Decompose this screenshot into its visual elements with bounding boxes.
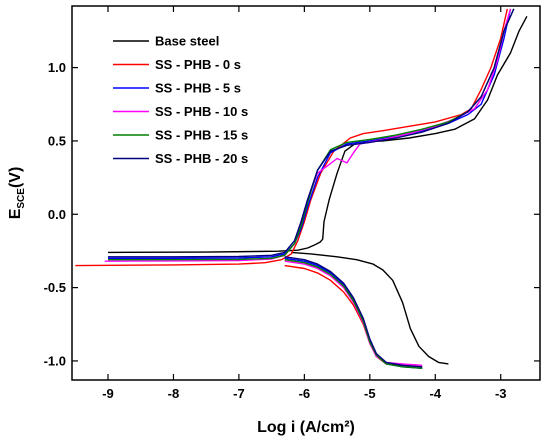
y-axis-title-subscript: SCE xyxy=(16,188,27,209)
x-tick-label: -8 xyxy=(168,386,180,401)
y-tick-label: 1.0 xyxy=(48,60,66,75)
legend-label: SS - PHB - 15 s xyxy=(155,128,248,143)
y-axis-title-main: E xyxy=(7,208,24,219)
x-tick-label: -9 xyxy=(102,386,114,401)
x-tick-label: -7 xyxy=(233,386,245,401)
y-axis-title-unit: (V) xyxy=(7,167,24,188)
x-tick-label: -4 xyxy=(429,386,441,401)
series-line-0-anodic xyxy=(107,15,528,254)
series-line-5-anodic xyxy=(108,8,515,258)
y-tick-label: 0.5 xyxy=(48,133,66,148)
x-tick-label: -3 xyxy=(495,386,507,401)
plot-frame xyxy=(71,5,541,381)
x-tick-label: -5 xyxy=(364,386,376,401)
legend-label: SS - PHB - 0 s xyxy=(155,57,241,72)
legend-label: SS - PHB - 10 s xyxy=(155,104,248,119)
legend-label: Base steel xyxy=(155,34,219,49)
series-line-0-cathodic xyxy=(291,251,449,365)
y-tick-label: -0.5 xyxy=(44,280,66,295)
series-layer xyxy=(75,8,528,369)
legend-label: SS - PHB - 5 s xyxy=(155,81,241,96)
y-tick-label: 0.0 xyxy=(48,207,66,222)
y-tick-label: -1.0 xyxy=(44,353,66,368)
tick-layer: -9 -8 -7 -6 -5 -4 -3 -1.0 -0.5 0.0 0.5 1.0 xyxy=(44,6,540,401)
x-axis-title: Log i (A/cm²) xyxy=(257,419,355,436)
series-line-4-cathodic xyxy=(284,259,423,369)
y-axis-title: ESCE(V) xyxy=(7,167,27,220)
legend-label: SS - PHB - 20 s xyxy=(155,151,248,166)
series-line-5-cathodic xyxy=(284,256,423,368)
x-tick-label: -6 xyxy=(299,386,311,401)
legend: Base steel SS - PHB - 0 s SS - PHB - 5 s SS… xyxy=(113,34,248,166)
